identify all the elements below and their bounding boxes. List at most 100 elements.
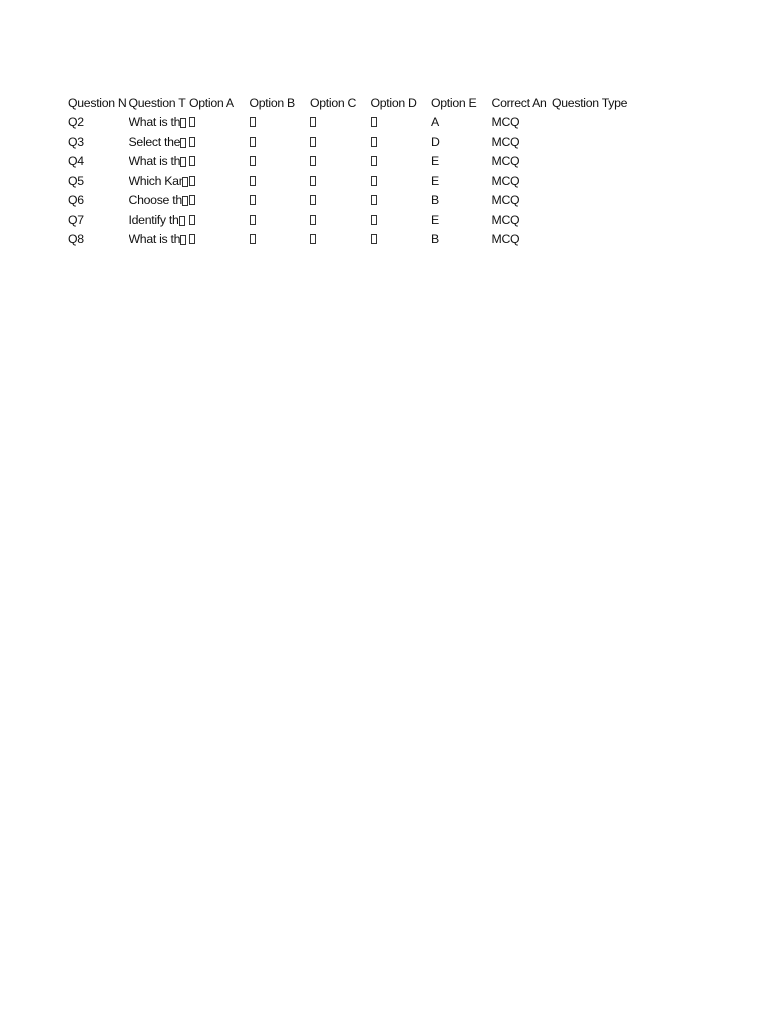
missing-glyph-icon bbox=[370, 214, 377, 225]
question-text-cell: Select the bbox=[129, 135, 190, 149]
option-b-cell bbox=[189, 193, 250, 207]
question-text: What is th bbox=[128, 154, 181, 169]
correct-answer-cell: A bbox=[431, 115, 439, 130]
missing-glyph-icon bbox=[180, 157, 187, 168]
question-type-cell: MCQ bbox=[491, 134, 520, 149]
question-text-cell: Choose th bbox=[129, 193, 190, 207]
question-text: Choose th bbox=[128, 193, 182, 208]
missing-glyph-icon bbox=[189, 214, 195, 225]
missing-glyph-icon bbox=[249, 156, 256, 167]
option-e-cell bbox=[370, 135, 432, 149]
table-row: Q4 What is th E MCQ bbox=[68, 152, 613, 172]
question-number-cell: Q3 bbox=[68, 134, 84, 149]
missing-glyph-icon bbox=[180, 235, 187, 246]
correct-answer-cell: B bbox=[431, 232, 439, 247]
missing-glyph-icon bbox=[310, 175, 316, 186]
question-text: Which Kan bbox=[128, 173, 182, 188]
spreadsheet-table: Question N Question T Option A Option B … bbox=[68, 93, 628, 250]
missing-glyph-icon bbox=[249, 117, 256, 128]
missing-glyph-icon bbox=[370, 156, 377, 167]
missing-glyph-icon bbox=[189, 234, 195, 245]
option-c-cell bbox=[249, 232, 311, 246]
missing-glyph-icon bbox=[370, 234, 377, 245]
missing-glyph-icon bbox=[189, 156, 195, 167]
option-e-cell bbox=[370, 174, 432, 188]
option-b-cell bbox=[189, 135, 250, 149]
question-text-cell: Identify th bbox=[129, 213, 190, 227]
header-row: Question N Question T Option A Option B … bbox=[68, 93, 628, 113]
missing-glyph-icon bbox=[310, 234, 316, 245]
correct-answer-cell: D bbox=[431, 134, 440, 149]
missing-glyph-icon bbox=[370, 136, 377, 147]
missing-glyph-icon bbox=[180, 137, 187, 148]
option-d-cell bbox=[310, 135, 371, 149]
question-type-cell: MCQ bbox=[491, 154, 520, 169]
header-option-d: Option D bbox=[370, 95, 417, 110]
correct-answer-cell: B bbox=[431, 193, 439, 208]
option-d-cell bbox=[310, 193, 371, 207]
missing-glyph-icon bbox=[249, 136, 256, 147]
option-e-cell bbox=[370, 115, 432, 129]
option-b-cell bbox=[189, 174, 250, 188]
missing-glyph-icon bbox=[370, 195, 377, 206]
option-d-cell bbox=[310, 232, 371, 246]
table-row: Q6 Choose th B MCQ bbox=[68, 191, 613, 211]
missing-glyph-icon bbox=[249, 195, 256, 206]
missing-glyph-icon bbox=[370, 117, 377, 128]
question-type-cell: MCQ bbox=[491, 232, 520, 247]
missing-glyph-icon bbox=[310, 117, 316, 128]
missing-glyph-icon bbox=[180, 118, 187, 129]
option-e-cell bbox=[370, 232, 432, 246]
question-type-cell: MCQ bbox=[491, 193, 520, 208]
missing-glyph-icon bbox=[189, 175, 195, 186]
question-text: What is th bbox=[128, 232, 181, 247]
question-number-cell: Q2 bbox=[68, 115, 84, 130]
missing-glyph-icon bbox=[181, 196, 188, 207]
header-option-b: Option B bbox=[249, 95, 296, 110]
missing-glyph-icon bbox=[189, 117, 195, 128]
question-number-cell: Q8 bbox=[68, 232, 84, 247]
question-text-cell: What is th bbox=[129, 154, 190, 168]
option-e-cell bbox=[370, 213, 432, 227]
question-text-cell: Which Kan bbox=[129, 174, 190, 188]
correct-answer-cell: E bbox=[431, 154, 439, 169]
question-number-cell: Q7 bbox=[68, 212, 84, 227]
header-option-a: Option A bbox=[189, 95, 234, 110]
missing-glyph-icon bbox=[249, 175, 256, 186]
question-type-cell: MCQ bbox=[491, 173, 520, 188]
option-b-cell bbox=[189, 213, 250, 227]
table-row: Q3 Select the D MCQ bbox=[68, 132, 613, 152]
option-c-cell bbox=[249, 174, 311, 188]
question-number-cell: Q5 bbox=[68, 173, 84, 188]
missing-glyph-icon bbox=[310, 136, 316, 147]
question-text: What is th bbox=[128, 115, 181, 130]
option-b-cell bbox=[189, 232, 250, 246]
option-d-cell bbox=[310, 213, 371, 227]
option-c-cell bbox=[249, 213, 311, 227]
table-row: Q7 Identify th E MCQ bbox=[68, 210, 613, 230]
option-c-cell bbox=[249, 135, 311, 149]
missing-glyph-icon bbox=[310, 156, 316, 167]
question-text-cell: What is th bbox=[129, 115, 190, 129]
question-number-cell: Q6 bbox=[68, 193, 84, 208]
header-option-c: Option C bbox=[310, 95, 357, 110]
option-b-cell bbox=[189, 115, 250, 129]
question-number-cell: Q4 bbox=[68, 154, 84, 169]
question-type-cell: MCQ bbox=[491, 115, 520, 130]
table-row: Q8 What is th B MCQ bbox=[68, 230, 613, 250]
table-row: Q5 Which Kan E MCQ bbox=[68, 171, 613, 191]
missing-glyph-icon bbox=[189, 195, 195, 206]
option-c-cell bbox=[249, 193, 311, 207]
table-row: Q2 What is th A MCQ bbox=[68, 113, 613, 133]
missing-glyph-icon bbox=[189, 136, 195, 147]
question-text: Select the bbox=[128, 134, 181, 149]
correct-answer-cell: E bbox=[431, 173, 439, 188]
option-e-cell bbox=[370, 154, 432, 168]
header-option-e: Option E bbox=[431, 95, 477, 110]
missing-glyph-icon bbox=[249, 214, 256, 225]
option-c-cell bbox=[249, 115, 311, 129]
question-type-cell: MCQ bbox=[491, 212, 520, 227]
header-question-type: Question Type bbox=[552, 95, 628, 110]
missing-glyph-icon bbox=[249, 234, 256, 245]
missing-glyph-icon bbox=[178, 215, 185, 226]
